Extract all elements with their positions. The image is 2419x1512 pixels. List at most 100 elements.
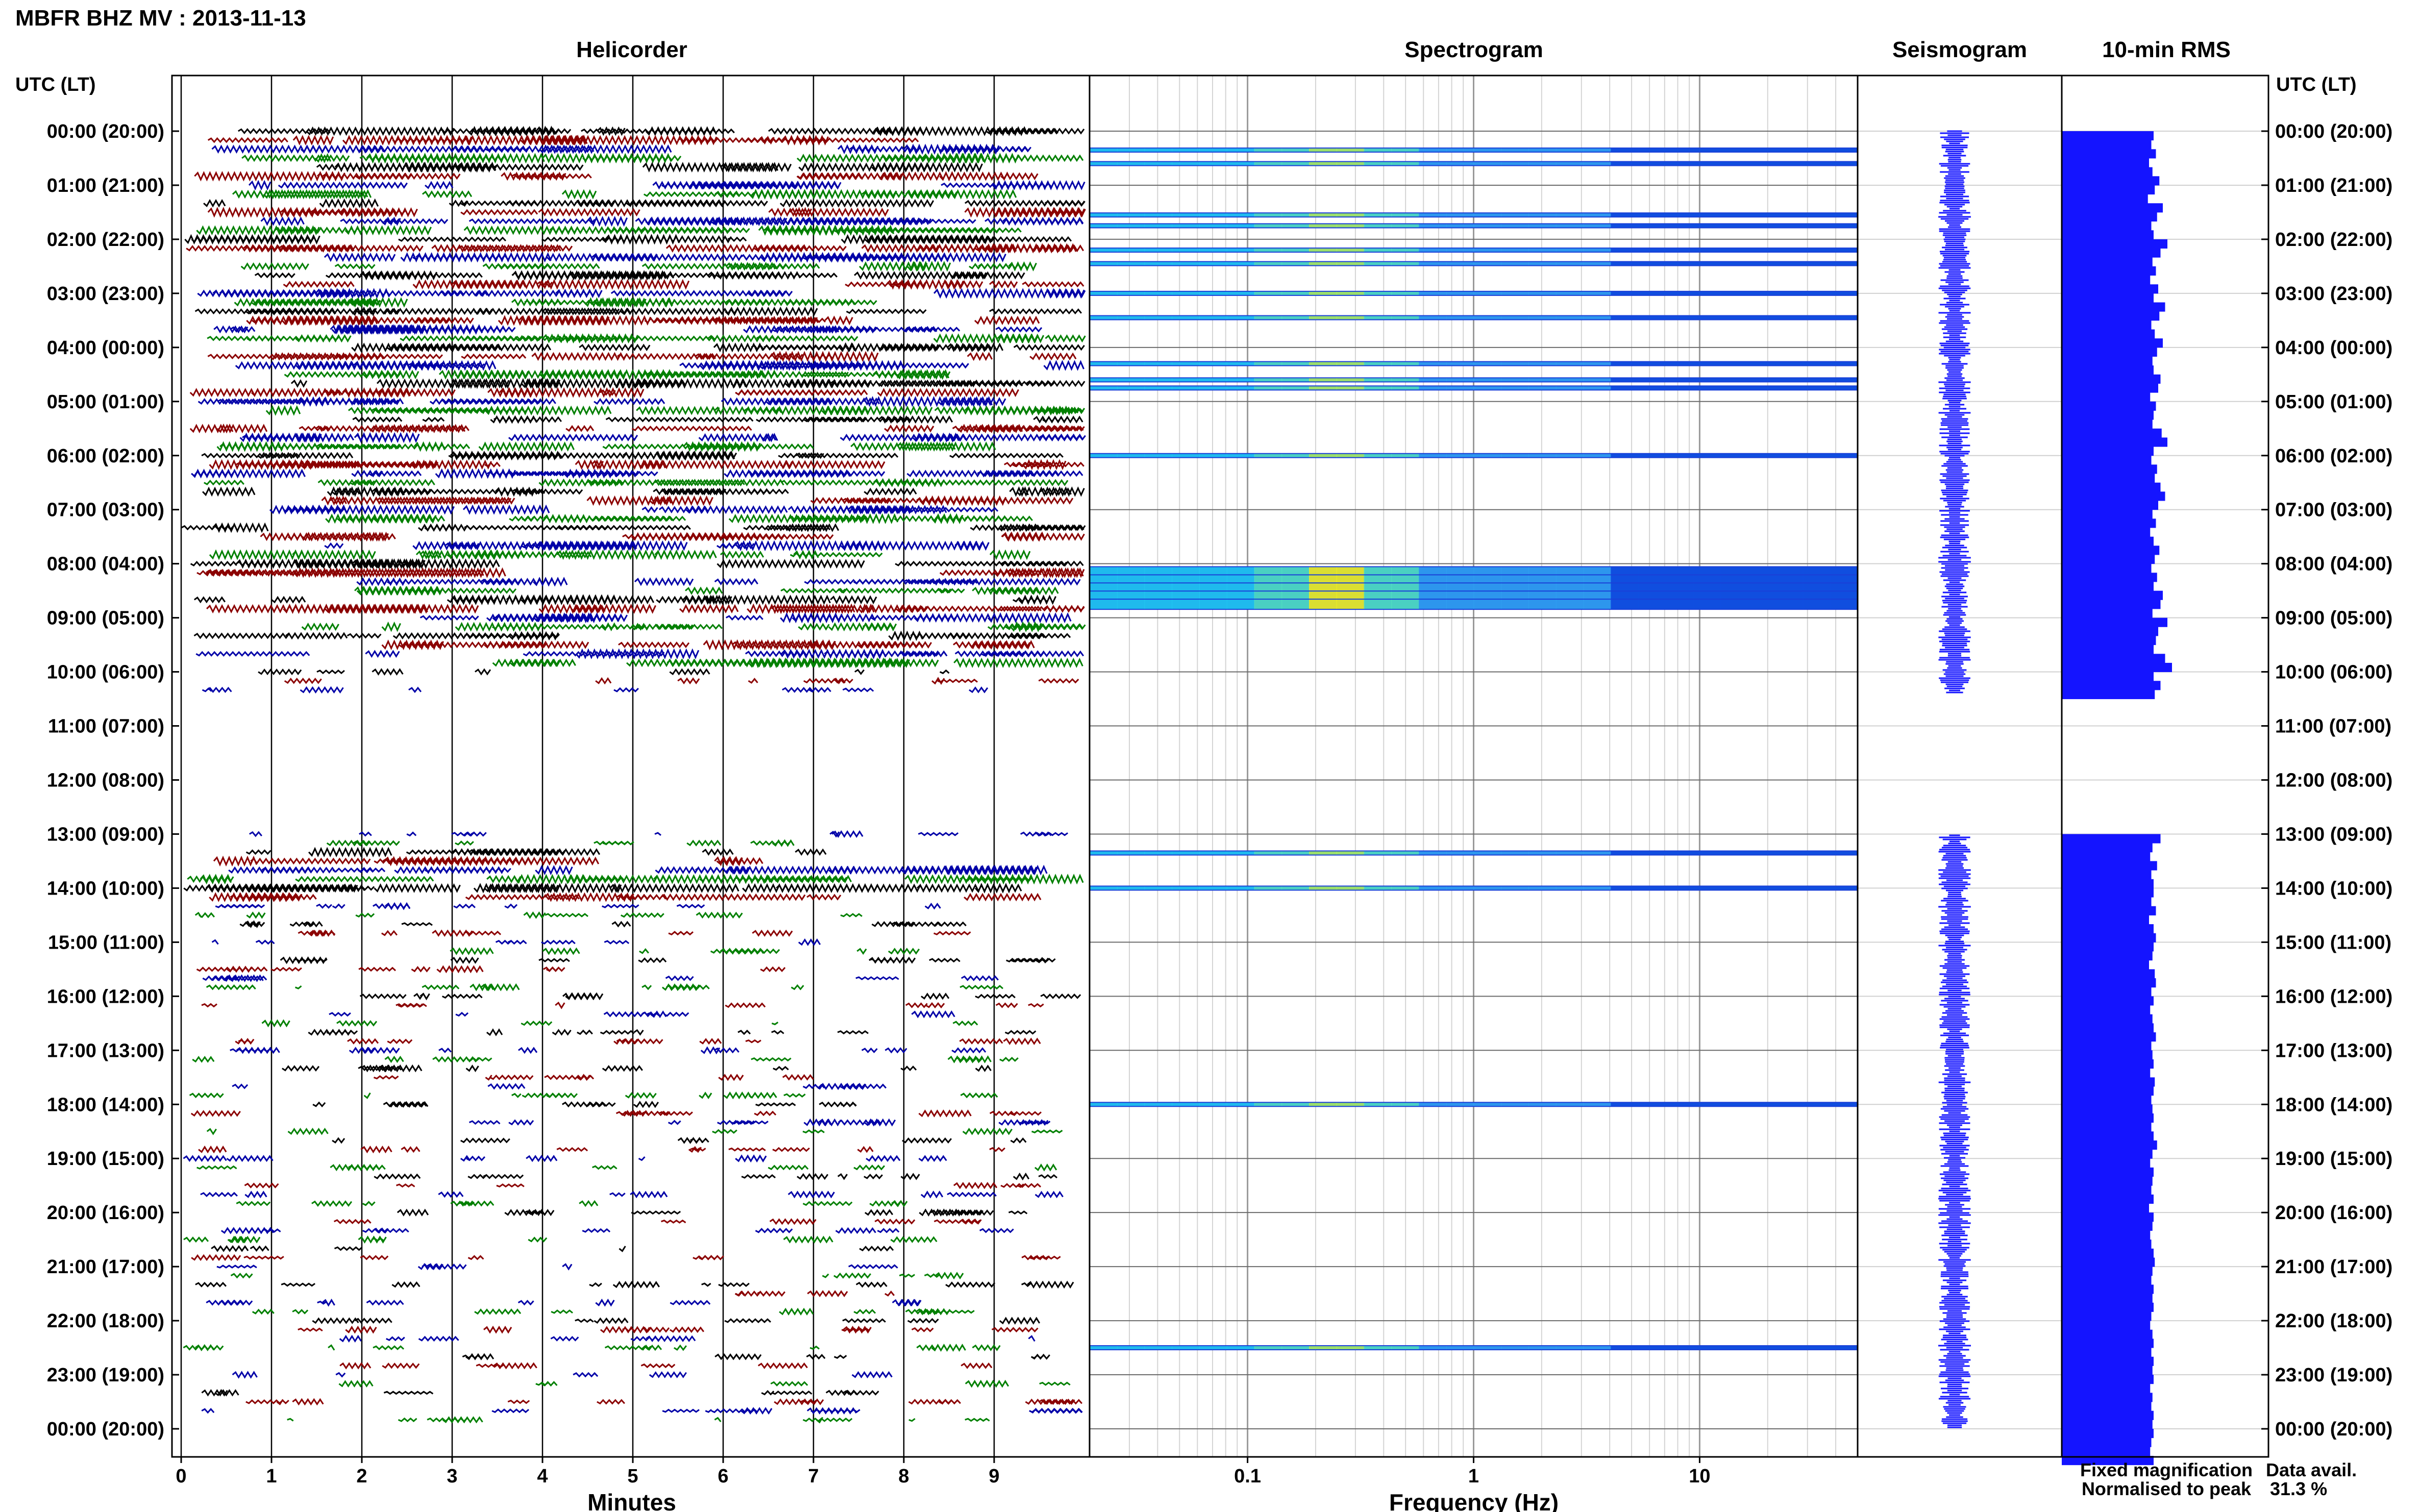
spectrogram-cell	[1693, 591, 1721, 601]
spectrogram-cell	[1803, 162, 1831, 165]
helicorder-trace	[183, 883, 1022, 894]
rms-bar	[2062, 1375, 2154, 1384]
spectrogram-cell	[1419, 224, 1447, 228]
spectrogram-cell	[1281, 213, 1310, 217]
spectrogram-cell	[1611, 291, 1639, 295]
helicorder-trace	[189, 387, 1020, 398]
spectrogram-cell	[1336, 886, 1365, 890]
spectrogram-cell	[1117, 591, 1145, 601]
spectrogram-cell	[1117, 575, 1145, 585]
spectrogram-cell	[1830, 291, 1858, 295]
spectrogram-cell	[1336, 224, 1365, 228]
spectrogram-cell	[1309, 148, 1337, 152]
spectrogram-cell	[1528, 583, 1557, 593]
spectrogram-cell	[1391, 591, 1419, 601]
rms-bar	[2062, 248, 2161, 258]
spectrogram-cell	[1501, 600, 1529, 609]
spectrogram-cell	[1775, 591, 1804, 601]
hour-label-left: 10:00 (06:00)	[47, 662, 164, 683]
helicorder-trace	[196, 225, 1022, 236]
spectrogram-cell	[1611, 224, 1639, 228]
rms-bar	[2062, 1185, 2152, 1195]
spectrogram-cell	[1144, 262, 1173, 265]
rms-bar	[2062, 1339, 2154, 1348]
spectrogram-cell	[1446, 262, 1474, 265]
hour-label-left: 13:00 (09:00)	[47, 824, 164, 845]
spectrogram-cell	[1638, 162, 1666, 165]
rms-bar	[2062, 1122, 2152, 1132]
helicorder-trace	[196, 1163, 1057, 1172]
spectrogram-cell	[1720, 291, 1748, 295]
hour-label-right: 22:00 (18:00)	[2275, 1310, 2392, 1332]
hour-label-left: 00:00 (20:00)	[47, 121, 164, 142]
helicorder-trace	[230, 1046, 986, 1055]
spectrogram-cell	[1090, 224, 1118, 228]
spectrogram-cell	[1281, 591, 1310, 601]
helicorder-trace	[284, 677, 1079, 685]
helicorder-trace	[213, 855, 763, 867]
spectrogram-cell	[1775, 378, 1804, 382]
helicorder-trace	[201, 1407, 1083, 1415]
spectrogram-cell	[1830, 148, 1858, 152]
spectrogram-cell	[1638, 600, 1666, 609]
spectrogram-cell	[1336, 316, 1365, 319]
spectrogram-cell	[1117, 262, 1145, 265]
hour-label-left: 16:00 (12:00)	[47, 986, 164, 1007]
spectrogram-cell	[1473, 886, 1502, 890]
spectrogram-cell	[1830, 575, 1858, 585]
spectrogram-cell	[1391, 249, 1419, 252]
helicorder-trace	[249, 830, 1069, 838]
spectrogram-cell	[1501, 378, 1529, 382]
spectrogram-cell	[1199, 148, 1227, 152]
hour-label-right: 03:00 (23:00)	[2275, 283, 2392, 305]
spectrogram-cell	[1501, 886, 1529, 890]
minute-tick-label: 0	[176, 1466, 186, 1487]
helicorder-trace	[244, 1182, 1042, 1189]
spectrogram-cell	[1364, 162, 1392, 165]
spectrogram-cell	[1199, 851, 1227, 855]
spectrogram-cell	[1309, 378, 1337, 382]
legend-fixed-magnification: Fixed magnification	[2080, 1459, 2253, 1480]
spectrogram-cell	[1226, 583, 1255, 593]
spectrogram-cell	[1611, 600, 1639, 609]
spectrogram-cell	[1090, 378, 1118, 382]
rms-bar	[2062, 518, 2156, 528]
spectrogram-cell	[1775, 362, 1804, 365]
rms-bar	[2062, 311, 2160, 321]
rms-bar	[2062, 383, 2158, 393]
spectrogram-cell	[1556, 583, 1584, 593]
spectrogram-cell	[1501, 224, 1529, 228]
spectrogram-cell	[1199, 262, 1227, 265]
spectrogram-cell	[1830, 249, 1858, 252]
spectrogram-cell	[1336, 386, 1365, 390]
spectrogram-cell	[1364, 454, 1392, 457]
spectrogram-cell	[1556, 249, 1584, 252]
spectrogram-cell	[1830, 454, 1858, 457]
helicorder-trace	[260, 215, 1084, 227]
spectrogram-cell	[1281, 378, 1310, 382]
spectrogram-cell	[1748, 1103, 1776, 1106]
spectrogram-cell	[1473, 851, 1502, 855]
minute-tick-label: 1	[266, 1466, 277, 1487]
rms-bar	[2062, 969, 2155, 979]
spectrogram-cell	[1144, 362, 1173, 365]
spectrogram-cell	[1226, 378, 1255, 382]
spectrogram-cell	[1117, 851, 1145, 855]
hour-label-right: 15:00 (11:00)	[2275, 932, 2391, 953]
rms-bar	[2062, 960, 2149, 970]
spectrogram-cell	[1419, 575, 1447, 585]
spectrogram-cell	[1775, 1346, 1804, 1350]
spectrogram-cell	[1172, 213, 1200, 217]
spectrogram-cell	[1803, 148, 1831, 152]
spectrogram-cell	[1309, 162, 1337, 165]
spectrogram-cell	[1226, 262, 1255, 265]
spectrogram-cell	[1473, 600, 1502, 609]
spectrogram-cell	[1090, 316, 1118, 319]
spectrogram-cell	[1473, 213, 1502, 217]
spectrogram-cell	[1720, 224, 1748, 228]
spectrogram-cell	[1473, 591, 1502, 601]
spectrogram-cell	[1556, 262, 1584, 265]
spectrogram-cell	[1336, 262, 1365, 265]
spectrogram-cell	[1528, 213, 1557, 217]
spectrogram-cell	[1638, 262, 1666, 265]
